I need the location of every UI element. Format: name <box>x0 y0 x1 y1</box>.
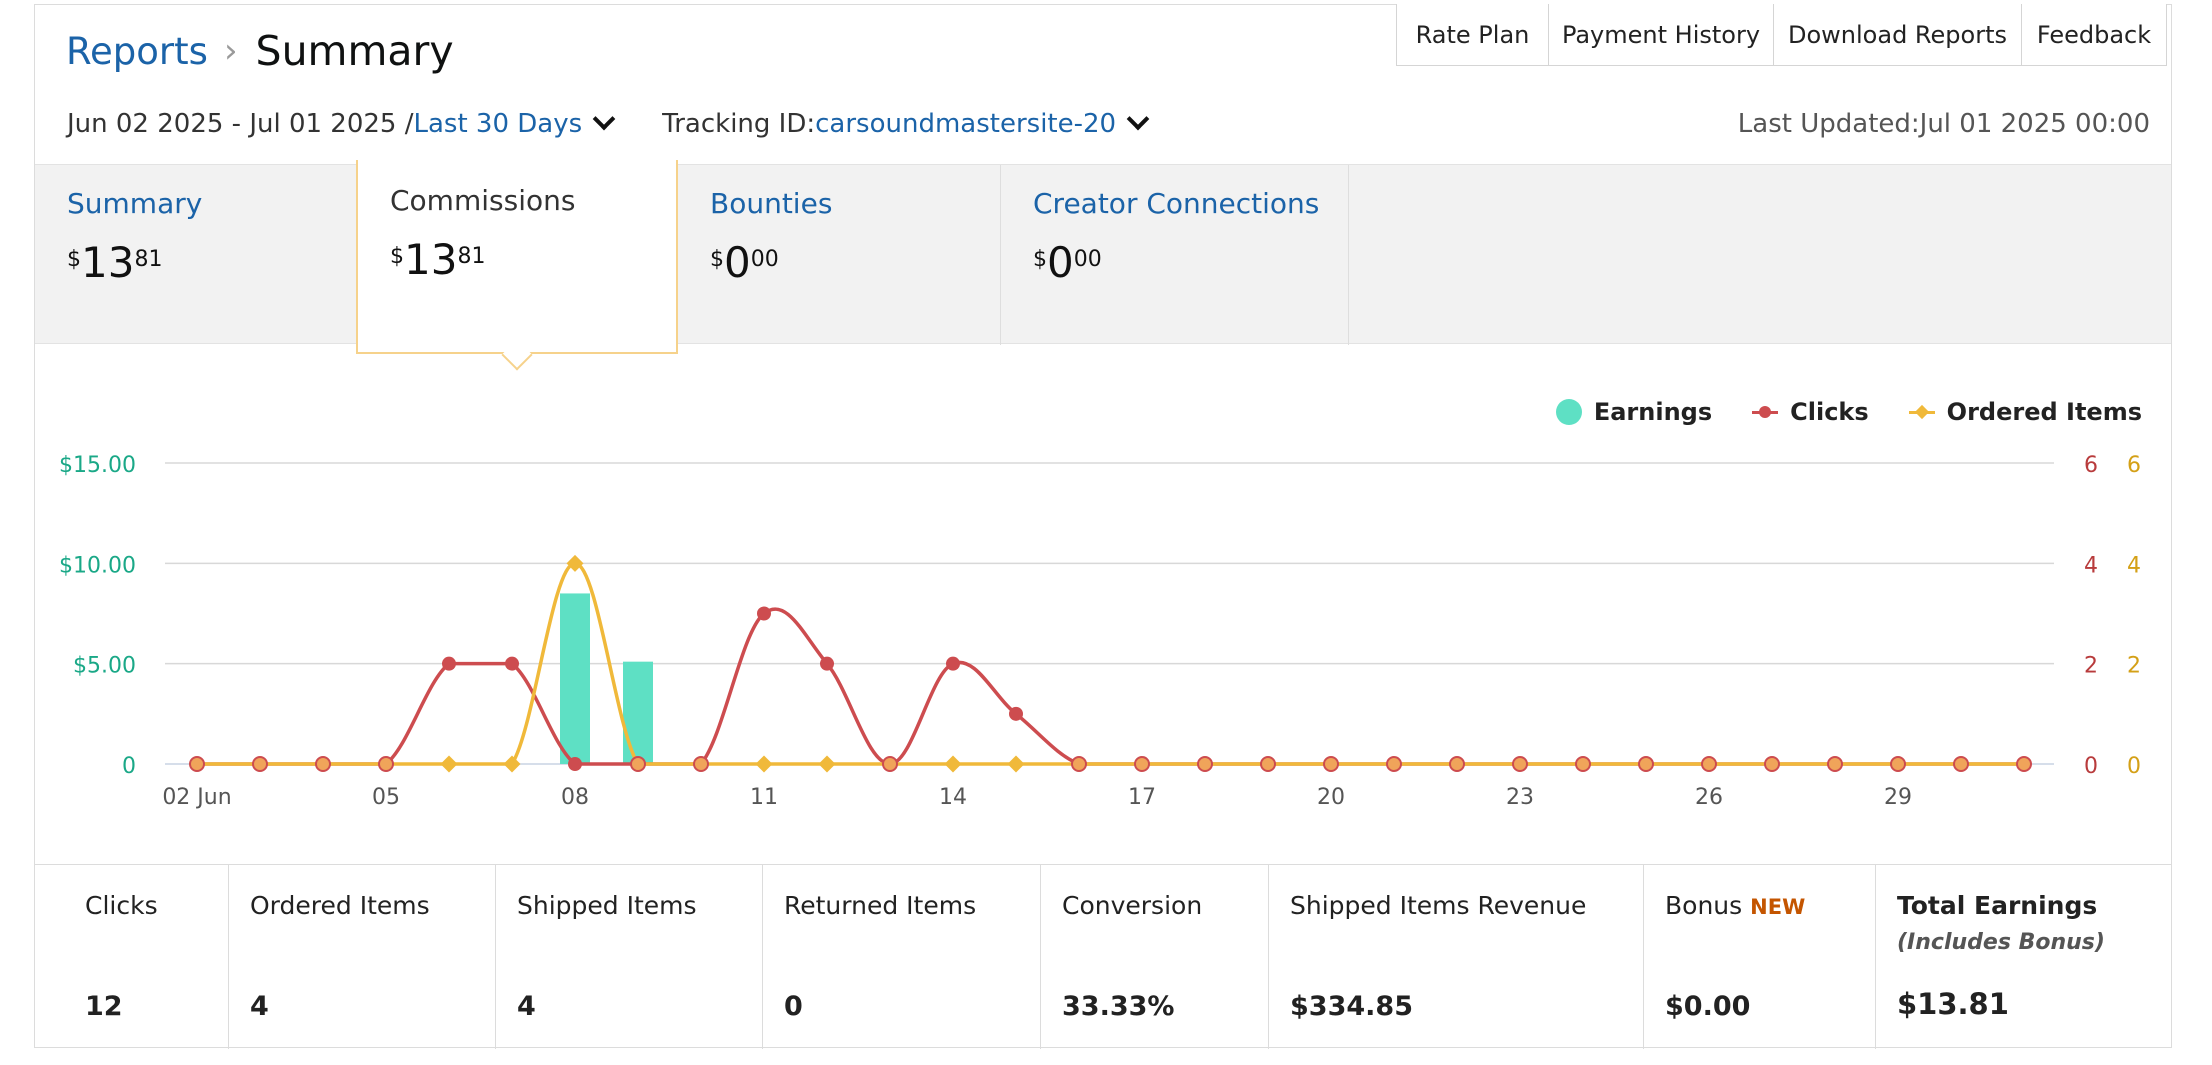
legend-label: Clicks <box>1790 398 1869 426</box>
stat-value: 12 <box>85 991 123 1022</box>
stat-label: Returned Items <box>784 891 977 920</box>
amount-whole: 13 <box>81 238 135 287</box>
amount-whole: 13 <box>404 235 458 284</box>
tab-amount: $ 0 00 <box>1033 239 1380 287</box>
tab-commissions[interactable]: Commissions $ 13 81 <box>356 160 678 354</box>
period-selector[interactable]: Last 30 Days <box>413 109 583 139</box>
stat-value: 4 <box>517 991 536 1022</box>
feedback-link[interactable]: Feedback <box>2021 4 2167 66</box>
tab-amount: $ 13 81 <box>390 236 676 284</box>
breadcrumb: Reports › Summary <box>66 26 454 76</box>
chevron-down-icon[interactable] <box>1126 107 1150 131</box>
line-circle-icon <box>1752 405 1779 418</box>
stat-total-earnings: Total Earnings (Includes Bonus) $13.81 <box>1876 865 2171 1049</box>
amount-cents: 81 <box>134 247 163 272</box>
bonus-label: Bonus <box>1665 891 1743 920</box>
payment-history-link[interactable]: Payment History <box>1548 4 1774 66</box>
stat-value: $0.00 <box>1665 991 1751 1022</box>
date-range: Jun 02 2025 - Jul 01 2025 / <box>67 109 414 139</box>
stat-label: Clicks <box>85 891 158 920</box>
currency-symbol: $ <box>390 244 404 269</box>
amount-whole: 0 <box>1047 238 1074 287</box>
line-diamond-icon <box>1908 410 1935 414</box>
legend-ordered-items[interactable]: Ordered Items <box>1908 398 2142 426</box>
currency-symbol: $ <box>67 247 81 272</box>
tab-amount: $ 0 00 <box>710 239 1000 287</box>
stat-shipped-items-revenue: Shipped Items Revenue $334.85 <box>1269 865 1644 1049</box>
breadcrumb-reports-link[interactable]: Reports <box>66 29 208 73</box>
download-reports-link[interactable]: Download Reports <box>1773 4 2022 66</box>
new-badge: NEW <box>1750 895 1806 919</box>
stat-label: Conversion <box>1062 891 1203 920</box>
tab-amount: $ 13 81 <box>67 239 356 287</box>
stat-value: $334.85 <box>1290 991 1413 1022</box>
tab-label: Commissions <box>390 184 576 217</box>
stat-sublabel: (Includes Bonus) <box>1897 930 2105 955</box>
stat-shipped-items: Shipped Items 4 <box>496 865 763 1049</box>
chart-legend: Earnings Clicks Ordered Items <box>1516 397 2142 427</box>
currency-symbol: $ <box>1033 247 1047 272</box>
stat-label: Shipped Items Revenue <box>1290 891 1587 920</box>
stat-value: 4 <box>250 991 269 1022</box>
legend-label: Earnings <box>1593 398 1713 426</box>
stats-bar: Clicks 12 Ordered Items 4 Shipped Items … <box>35 864 2171 1049</box>
stat-value: 33.33% <box>1062 991 1175 1022</box>
chevron-right-icon: › <box>223 31 238 71</box>
stat-value: 0 <box>784 991 803 1022</box>
tab-label: Creator Connections <box>1033 187 1320 220</box>
stat-returned-items: Returned Items 0 <box>763 865 1041 1049</box>
tab-label: Bounties <box>710 187 833 220</box>
tab-divider <box>1348 165 1349 345</box>
tab-creator-connections[interactable]: Creator Connections $ 0 00 <box>1000 165 1380 345</box>
legend-earnings[interactable]: Earnings <box>1555 398 1713 426</box>
stat-label: Shipped Items <box>517 891 697 920</box>
stat-clicks: Clicks 12 <box>35 865 229 1049</box>
stat-label: Bonus NEW <box>1665 891 1875 920</box>
stat-label: Ordered Items <box>250 891 430 920</box>
rate-plan-link[interactable]: Rate Plan <box>1396 4 1549 66</box>
stat-value: $13.81 <box>1897 987 2009 1021</box>
legend-label: Ordered Items <box>1946 398 2142 426</box>
circle-icon <box>1555 399 1582 425</box>
page-title: Summary <box>255 27 454 75</box>
legend-clicks[interactable]: Clicks <box>1752 398 1869 426</box>
tab-label: Summary <box>67 187 203 220</box>
amount-cents: 00 <box>1073 247 1102 272</box>
tab-bounties[interactable]: Bounties $ 0 00 <box>678 165 1000 345</box>
tracking-id-label: Tracking ID: <box>662 109 816 139</box>
report-links: Rate Plan Payment History Download Repor… <box>1396 4 2167 66</box>
currency-symbol: $ <box>710 247 724 272</box>
stat-bonus: Bonus NEW $0.00 <box>1644 865 1876 1049</box>
amount-cents: 00 <box>750 247 779 272</box>
stat-label: Total Earnings <box>1897 891 2098 920</box>
stat-ordered-items: Ordered Items 4 <box>229 865 496 1049</box>
stat-conversion: Conversion 33.33% <box>1041 865 1269 1049</box>
tracking-id-selector[interactable]: carsoundmastersite-20 <box>815 109 1117 139</box>
report-filters: Jun 02 2025 - Jul 01 2025 / Last 30 Days… <box>67 106 1166 142</box>
chevron-down-icon[interactable] <box>592 107 616 131</box>
amount-whole: 0 <box>724 238 751 287</box>
amount-cents: 81 <box>457 244 486 269</box>
last-updated: Last Updated:Jul 01 2025 00:00 <box>1737 109 2150 139</box>
tab-summary[interactable]: Summary $ 13 81 <box>35 165 356 345</box>
